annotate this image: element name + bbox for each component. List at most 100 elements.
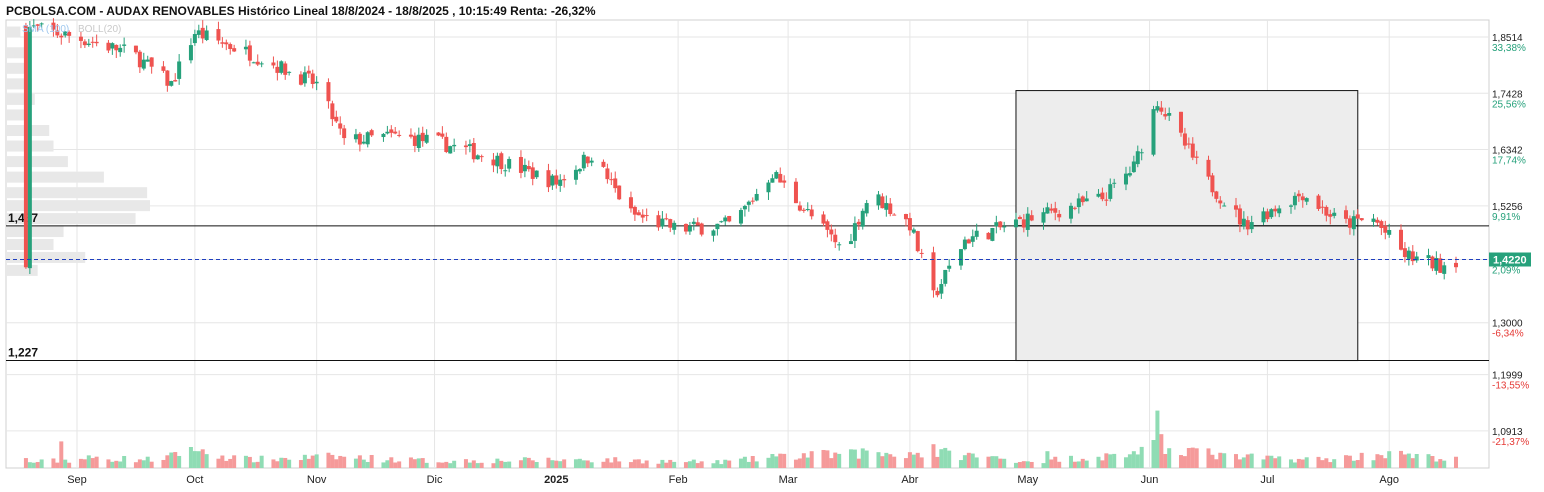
level-label: 1,487 [8, 211, 38, 225]
candle-body [1214, 191, 1219, 199]
volume-bar [1426, 454, 1431, 468]
volume-bar [884, 452, 889, 468]
volume-bar [1300, 459, 1305, 468]
volume-bar [1167, 448, 1172, 468]
volume-bar [958, 460, 963, 468]
volume-bar [444, 461, 449, 468]
candle-body [1167, 113, 1172, 116]
volume-bar [750, 456, 755, 468]
candle-body [699, 223, 704, 235]
candle-body [55, 30, 60, 36]
volume-bar [856, 458, 861, 468]
volume-bar [1414, 454, 1419, 468]
volume-bar [1084, 460, 1089, 468]
candle-body [334, 116, 339, 122]
candle-body [228, 44, 233, 49]
volume-bar [1277, 456, 1282, 468]
volume-bar [463, 459, 468, 468]
candle-body [770, 178, 775, 183]
candle-body [412, 135, 417, 146]
volume-bar [1186, 448, 1191, 468]
candle-body [691, 221, 696, 224]
candle-body [1316, 195, 1321, 209]
volume-bar [1076, 461, 1081, 468]
volume-bar [287, 459, 292, 468]
candle-body [829, 229, 834, 235]
candle-body [522, 164, 527, 172]
y-tick-pct: -6,34% [1492, 329, 1524, 340]
volume-bar [220, 455, 225, 468]
candle-body [546, 170, 551, 188]
volume-bar [51, 458, 56, 468]
y-tick-price: 1,1999 [1492, 371, 1523, 382]
volume-bar [939, 449, 944, 468]
volume-bar [632, 459, 637, 468]
volume-bar [161, 459, 166, 468]
volume-bar [833, 452, 838, 468]
volume-bar [1013, 462, 1018, 468]
volume-bar [251, 462, 256, 468]
y-tick-price: 1,8514 [1492, 33, 1523, 44]
candle-body [338, 123, 343, 129]
y-tick-pct: 2,09% [1492, 266, 1520, 277]
x-tick-label: Sep [67, 474, 87, 486]
candle-body [224, 42, 229, 45]
candle-body [1300, 196, 1305, 201]
volume-bar [503, 461, 508, 468]
candle-body [82, 41, 87, 46]
candle-body [856, 221, 861, 225]
candle-body [1269, 209, 1274, 218]
candle-body [1135, 151, 1140, 165]
volume-profile-bar [6, 26, 21, 38]
volume-bar [1222, 453, 1227, 468]
volume-bar [39, 459, 44, 468]
candle-body [558, 179, 563, 186]
volume-bar [259, 455, 264, 468]
candle-body [1237, 208, 1242, 225]
candle-body [1454, 262, 1458, 268]
range-boxes [1015, 90, 1359, 362]
candle-body [966, 239, 971, 244]
candle-body [801, 209, 806, 211]
volume-bar [683, 462, 688, 468]
candle-body [848, 241, 853, 245]
volume-bar [475, 463, 480, 468]
candle-body [251, 62, 256, 64]
volume-bar [1454, 456, 1458, 468]
sma-legend: SMA (100) [22, 24, 69, 35]
candle-body [617, 185, 622, 200]
candle-body [962, 239, 967, 250]
volume-bar [35, 462, 40, 468]
candle-body [974, 230, 979, 237]
volume-bar [522, 457, 527, 468]
candle-body [805, 208, 810, 210]
candle-body [601, 161, 606, 167]
candle-body [915, 231, 920, 252]
candle-body [562, 179, 567, 181]
candle-body [31, 25, 36, 27]
volume-bar [935, 456, 940, 468]
candle-body [1387, 230, 1392, 235]
volume-bar [279, 457, 284, 468]
volume-bar [546, 457, 551, 468]
candle-body [1155, 106, 1160, 111]
candle-body [750, 200, 755, 202]
current-price-badge [1489, 252, 1531, 267]
volume-bar [1316, 456, 1321, 468]
candle-body [573, 169, 578, 180]
volume-bar [1021, 461, 1026, 468]
volume-bar [558, 461, 563, 468]
candle-body [1080, 196, 1085, 203]
y-tick-price: 1,5256 [1492, 202, 1523, 213]
volume-bar [837, 453, 842, 468]
volume-bar [581, 460, 586, 468]
volume-bar [55, 462, 60, 468]
x-tick-label: Mar [779, 474, 798, 486]
volume-bar [1343, 455, 1348, 468]
volume-bar [122, 455, 127, 468]
candle-body [503, 170, 508, 172]
volume-bar [1320, 460, 1325, 468]
volume-bar [986, 456, 991, 468]
candle-body [106, 42, 111, 51]
